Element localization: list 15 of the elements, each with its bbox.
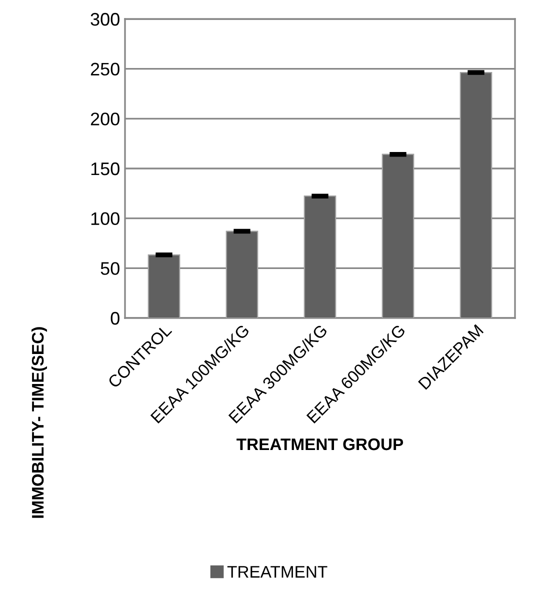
y-tick-label: 250 bbox=[90, 62, 120, 76]
y-axis-title: IMMOBILITY- TIME(SEC) bbox=[31, 327, 47, 518]
y-tick-label: 150 bbox=[91, 162, 120, 176]
y-tick-label: 0 bbox=[110, 312, 120, 325]
x-axis-title: TREATMENT GROUP bbox=[236, 438, 404, 450]
y-tick-label: 300 bbox=[90, 12, 120, 26]
bar bbox=[304, 196, 336, 318]
y-tick-label: 200 bbox=[90, 112, 120, 126]
bar bbox=[148, 254, 180, 318]
bar bbox=[226, 230, 258, 318]
legend-label: TREATMENT bbox=[227, 566, 328, 578]
bar bbox=[382, 154, 414, 318]
bar bbox=[460, 72, 492, 318]
y-tick-label: 50 bbox=[100, 262, 120, 275]
y-tick-label: 100 bbox=[91, 212, 120, 226]
